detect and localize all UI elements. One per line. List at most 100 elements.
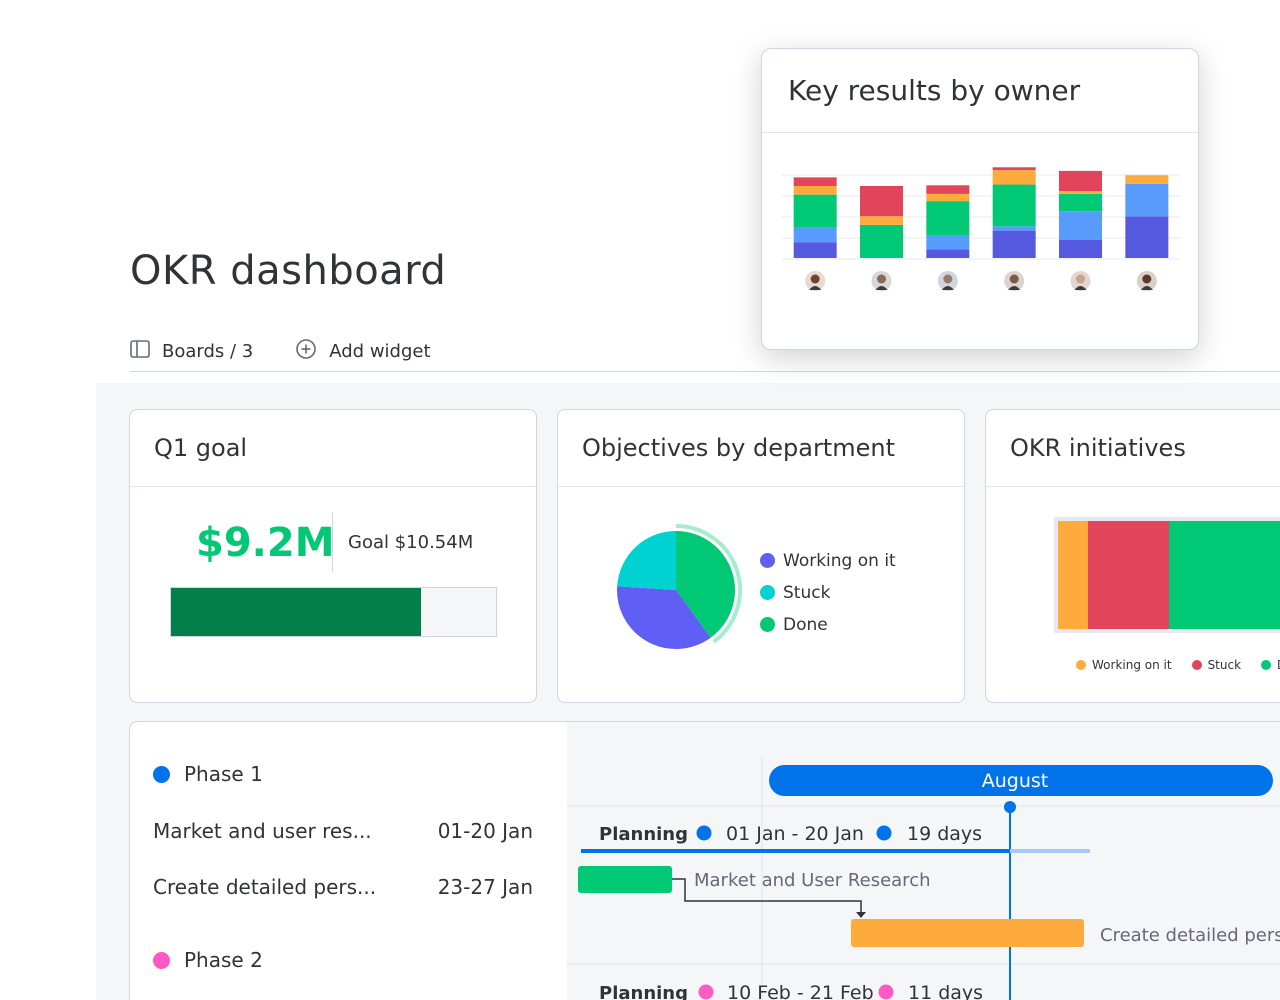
task-row[interactable]: Market and user res... 01-20 Jan: [153, 819, 533, 843]
bar-segment[interactable]: [992, 226, 1036, 231]
planning-dot: [696, 825, 712, 841]
gantt-task-list: Phase 1 Market and user res... 01-20 Jan…: [130, 722, 567, 1000]
objectives-widget[interactable]: Objectives by department Working on it S…: [557, 409, 965, 703]
owner-avatar[interactable]: [1136, 271, 1157, 291]
phase-2-row[interactable]: Phase 2: [153, 948, 263, 972]
key-results-popup[interactable]: Key results by owner: [761, 48, 1199, 350]
gantt-bar-label: Market and User Research: [694, 870, 931, 891]
planning-range: 10 Feb - 21 Feb: [727, 982, 874, 1000]
owner-avatar[interactable]: [1070, 271, 1091, 291]
legend-dot: [1076, 660, 1086, 670]
legend-item-stuck: Stuck: [1191, 658, 1242, 672]
bar-segment[interactable]: [1059, 240, 1102, 258]
bar-segment[interactable]: [793, 177, 837, 186]
gantt-bar-label: Create detailed pers: [1100, 925, 1280, 946]
objectives-legend: Working on it Stuck Done: [760, 550, 896, 635]
objectives-pie-chart: [617, 524, 742, 649]
page-title: OKR dashboard: [130, 248, 447, 294]
gantt-timeline-svg: August Planning 01 Jan - 20 Jan 19 days …: [567, 757, 1280, 1000]
bar-segment[interactable]: [926, 185, 970, 194]
pie-hover-ring: [675, 524, 742, 644]
boards-label: Boards / 3: [162, 341, 254, 362]
legend-dot: [760, 553, 775, 568]
q1-goal-value: $9.2M: [196, 520, 335, 566]
phase-1-row[interactable]: Phase 1: [153, 762, 263, 786]
task-dates: 01-20 Jan: [437, 819, 533, 843]
planning-duration: 11 days: [908, 982, 983, 1000]
objectives-title: Objectives by department: [558, 410, 964, 487]
dependency-arrow: [672, 878, 862, 914]
bar-segment-working-on-it[interactable]: [1058, 521, 1089, 629]
pie-slice-working-on-it[interactable]: [617, 586, 711, 649]
task-dates: 23-27 Jan: [437, 875, 533, 899]
legend-label: D: [1277, 658, 1280, 672]
arrow-head-icon: [856, 912, 866, 918]
gantt-widget[interactable]: Phase 1 Market and user res... 01-20 Jan…: [129, 721, 1280, 1000]
owner-avatar[interactable]: [805, 271, 826, 291]
owner-avatar[interactable]: [937, 271, 958, 291]
legend-label: Working on it: [783, 550, 896, 571]
bar-segment[interactable]: [926, 201, 970, 235]
bar-segment[interactable]: [1059, 191, 1102, 194]
legend-item-done: Done: [760, 614, 896, 635]
bar-segment[interactable]: [793, 186, 837, 195]
bar-segment[interactable]: [1059, 211, 1102, 240]
bar-segment[interactable]: [1125, 175, 1169, 184]
pie-slice-done[interactable]: [676, 531, 735, 638]
planning-duration: 19 days: [907, 823, 982, 845]
task-row[interactable]: Create detailed pers... 23-27 Jan: [153, 875, 533, 899]
bar-segment[interactable]: [926, 249, 970, 258]
gantt-bar-research[interactable]: [578, 866, 672, 893]
bar-segment[interactable]: [793, 194, 837, 228]
today-marker: [1004, 801, 1016, 813]
bar-segment-done[interactable]: [1168, 521, 1280, 629]
bar-segment[interactable]: [1125, 183, 1169, 217]
bar-segment[interactable]: [992, 167, 1036, 171]
legend-item-working: Working on it: [760, 550, 896, 571]
month-pill[interactable]: [769, 765, 1273, 796]
okr-initiatives-legend: Working on it Stuck D: [1076, 658, 1280, 672]
bar-segment[interactable]: [926, 193, 970, 202]
dashboard-toolbar: Boards / 3 Add widget: [130, 338, 431, 365]
bar-segment[interactable]: [1059, 193, 1102, 212]
pie-slice-stuck[interactable]: [617, 531, 676, 590]
boards-button[interactable]: Boards / 3: [130, 340, 253, 363]
legend-label: Stuck: [1207, 658, 1242, 672]
bar-segment[interactable]: [1059, 170, 1102, 192]
bar-segment[interactable]: [926, 234, 970, 250]
planning-dot: [878, 984, 894, 1000]
bar-segment[interactable]: [1125, 216, 1169, 258]
add-widget-label: Add widget: [329, 341, 431, 362]
legend-item-stuck: Stuck: [760, 582, 896, 603]
gantt-bar-personas[interactable]: [851, 919, 1084, 947]
phase-dot: [153, 765, 170, 783]
q1-goal-progress-track: [170, 587, 497, 637]
owner-avatar[interactable]: [1004, 271, 1025, 291]
bar-segment[interactable]: [992, 230, 1036, 258]
owner-avatar[interactable]: [871, 271, 892, 291]
legend-dot: [1261, 660, 1272, 670]
bar-segment[interactable]: [793, 227, 837, 243]
bar-segment[interactable]: [992, 170, 1036, 185]
legend-label: Working on it: [1092, 658, 1172, 672]
planning-dot: [876, 825, 892, 841]
phase-dot: [153, 951, 170, 969]
bar-segment[interactable]: [992, 184, 1036, 227]
month-label: August: [982, 770, 1049, 792]
okr-initiatives-bar-frame: [1054, 517, 1280, 633]
phase-label: Phase 1: [184, 762, 263, 786]
legend-item-done: D: [1261, 658, 1280, 672]
bar-segment[interactable]: [860, 186, 903, 217]
okr-initiatives-bar: [1058, 521, 1280, 629]
q1-goal-title: Q1 goal: [130, 410, 536, 487]
add-widget-button[interactable]: Add widget: [295, 338, 431, 365]
bar-segment-stuck[interactable]: [1088, 521, 1169, 629]
okr-initiatives-widget[interactable]: OKR initiatives Working on it Stuck D: [985, 409, 1280, 703]
q1-goal-widget[interactable]: Q1 goal $9.2M Goal $10.54M: [129, 409, 537, 703]
legend-dot: [760, 617, 775, 632]
bar-segment[interactable]: [860, 224, 903, 258]
bar-segment[interactable]: [860, 216, 903, 225]
planning-label: Planning: [599, 824, 688, 845]
bar-segment[interactable]: [793, 242, 837, 258]
planning-dot: [698, 984, 714, 1000]
